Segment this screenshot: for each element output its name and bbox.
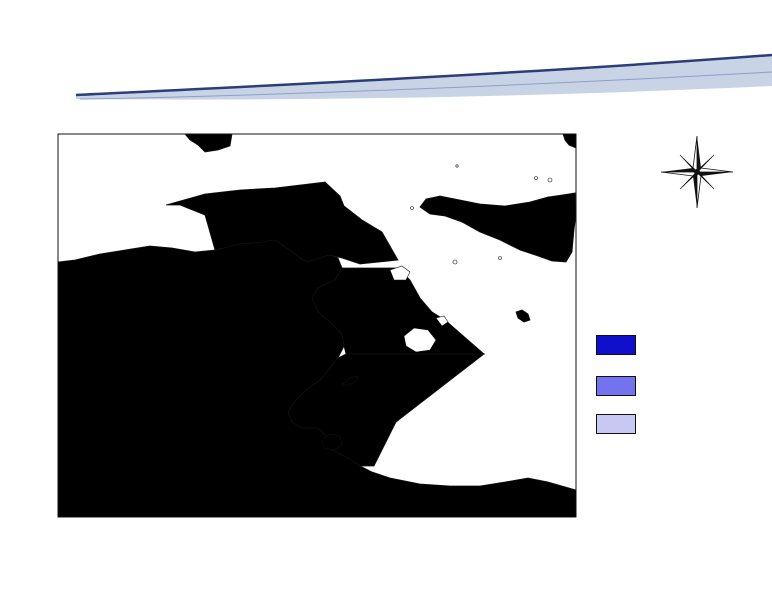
- legend-swatch-zone-nord: [596, 335, 636, 355]
- legend-swatch-zone-centre: [596, 376, 636, 396]
- zone-centre: [311, 267, 486, 355]
- island-pantelleria-area: [389, 265, 411, 281]
- island-lampedusa-area: [403, 327, 437, 353]
- land-sardinia: [184, 134, 233, 153]
- legend-item-zone-sud: [596, 413, 644, 435]
- zone-nord: [165, 181, 399, 265]
- land-malta: [515, 309, 531, 323]
- land-sicily: [419, 192, 576, 263]
- legend-item-zone-nord: [596, 334, 644, 356]
- legend-item-zone-centre: [596, 375, 644, 397]
- land-kerkennah: [342, 375, 359, 387]
- legend-swatch-zone-sud: [596, 414, 636, 434]
- land-italy-tip: [562, 134, 576, 149]
- title-underline-swoosh: [75, 53, 772, 100]
- compass-rose-icon: [660, 135, 734, 209]
- land-djerba: [321, 433, 343, 451]
